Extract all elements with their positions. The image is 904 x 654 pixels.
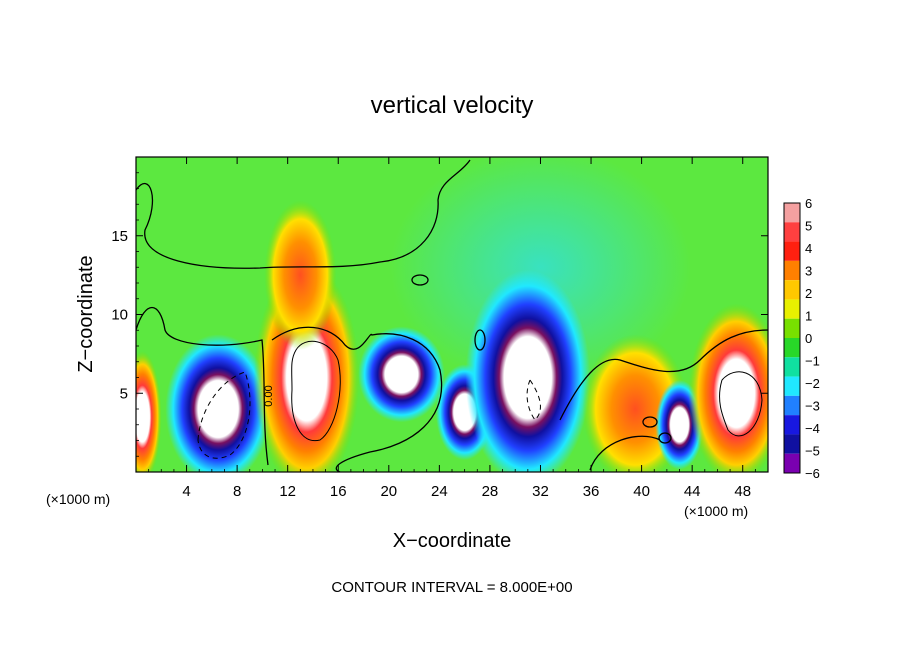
updraft-region-1 bbox=[136, 351, 162, 472]
colorbar-swatch bbox=[784, 415, 800, 435]
colorbar-label: 2 bbox=[805, 286, 812, 301]
solid-contour-updraft-right bbox=[719, 371, 763, 437]
x-tick-label: 36 bbox=[583, 483, 600, 500]
x-tick-label: 12 bbox=[279, 483, 296, 500]
x-tick-label: 48 bbox=[734, 483, 751, 500]
x-tick-label: 28 bbox=[482, 483, 499, 500]
x-tick-label: 40 bbox=[633, 483, 650, 500]
velocity-field bbox=[136, 157, 768, 472]
colorbar-swatch bbox=[784, 280, 800, 300]
closed-contour-small-3 bbox=[411, 274, 429, 286]
y-tick-label: 15 bbox=[111, 228, 128, 245]
zero-contour-mid bbox=[136, 307, 443, 472]
y-axis-ticks: 5 10 15 bbox=[111, 172, 768, 457]
zero-contour-upper bbox=[136, 159, 471, 269]
colorbar: 6 5 4 3 2 1 0 −1 −2 −3 −4 −5 −6 bbox=[783, 196, 820, 481]
x-tick-label: 32 bbox=[532, 483, 549, 500]
downdraft-region-7 bbox=[465, 269, 591, 472]
colorbar-label: −3 bbox=[805, 399, 820, 414]
colorbar-label: 3 bbox=[805, 264, 812, 279]
chart-title: vertical velocity bbox=[371, 92, 534, 119]
colorbar-swatch bbox=[784, 222, 800, 242]
x-tick-label: 4 bbox=[182, 483, 190, 500]
x-axis-label: X−coordinate bbox=[393, 530, 511, 552]
x-tick-label: 20 bbox=[380, 483, 397, 500]
colorbar-label: −1 bbox=[805, 354, 820, 369]
colorbar-swatch bbox=[784, 338, 800, 358]
contour-interval-footer: CONTOUR INTERVAL = 8.000E+00 bbox=[331, 579, 572, 596]
dashed-contour-mid bbox=[526, 379, 541, 421]
x-tick-label: 24 bbox=[431, 483, 448, 500]
colorbar-swatch bbox=[784, 241, 800, 261]
closed-contour-small-4 bbox=[474, 329, 486, 351]
colorbar-label: −6 bbox=[805, 466, 820, 481]
x-unit-left: (×1000 m) bbox=[46, 491, 110, 507]
x-tick-label: 44 bbox=[684, 483, 701, 500]
colorbar-swatch bbox=[784, 318, 800, 338]
colorbar-label: 4 bbox=[805, 241, 812, 256]
colorbar-swatch bbox=[784, 203, 800, 223]
solid-contour-updraft-left bbox=[291, 340, 341, 442]
x-axis-ticks: 4 8 12 16 20 24 28 32 36 40 44 48 bbox=[148, 157, 756, 500]
y-tick-label: 5 bbox=[120, 385, 128, 402]
colorbar-label: −5 bbox=[805, 444, 820, 459]
colorbar-swatch bbox=[784, 453, 800, 473]
colorbar-label: −2 bbox=[805, 376, 820, 391]
updraft-region-4 bbox=[264, 200, 337, 350]
contour-lines bbox=[136, 159, 768, 472]
colorbar-frame bbox=[783, 202, 801, 474]
colorbar-label: 6 bbox=[805, 196, 812, 211]
x-tick-label: 16 bbox=[330, 483, 347, 500]
x-tick-label: 8 bbox=[233, 483, 241, 500]
closed-contour-small-2 bbox=[658, 432, 672, 444]
downdraft-region-5 bbox=[358, 326, 445, 423]
zero-contour-right bbox=[559, 329, 768, 471]
colorbar-swatch bbox=[784, 376, 800, 396]
colorbar-swatch bbox=[784, 395, 800, 416]
colorbar-label: 1 bbox=[805, 309, 812, 324]
colorbar-swatch bbox=[784, 357, 800, 377]
colorbar-label: 0 bbox=[805, 331, 812, 346]
contour-label: 0.00 bbox=[263, 385, 275, 406]
colorbar-swatch bbox=[784, 434, 800, 454]
updraft-region-10 bbox=[688, 303, 768, 472]
colorbar-swatch bbox=[784, 299, 800, 319]
colorbar-label: −4 bbox=[805, 421, 820, 436]
colorbar-swatch bbox=[784, 260, 800, 281]
colorbar-label: 5 bbox=[805, 219, 812, 234]
y-axis-label: Z−coordinate bbox=[75, 255, 97, 372]
closed-contour-small-1 bbox=[642, 416, 658, 428]
downdraft-region-2 bbox=[165, 334, 271, 472]
y-tick-label: 10 bbox=[111, 307, 128, 324]
x-unit-right: (×1000 m) bbox=[684, 503, 748, 519]
